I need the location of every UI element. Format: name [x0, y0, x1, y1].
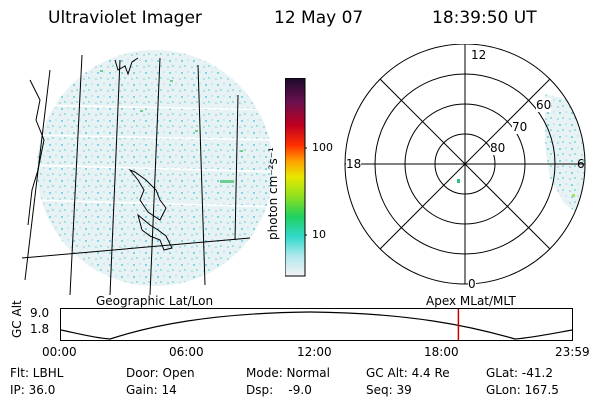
lonlat-grid: [21, 54, 251, 296]
time-label: 18:39:50 UT: [432, 8, 537, 28]
apex-caption: Apex MLat/MLT: [426, 294, 516, 308]
colorbar-unit-label: photon cm⁻²s⁻¹: [266, 147, 280, 240]
polar-ring-80: 80: [490, 141, 506, 155]
info-dsp: Dsp: -9.0: [246, 383, 312, 397]
instrument-title: Ultraviolet Imager: [48, 8, 202, 28]
colorbar-tick-100: 100: [312, 141, 333, 154]
polar-label-12: 12: [470, 48, 488, 62]
timeline-xtick-1800: 18:00: [424, 345, 459, 359]
polar-label-6: 6: [577, 157, 585, 171]
timeline-ylabel: GC Alt: [10, 300, 24, 338]
timeline-xtick-0000: 00:00: [42, 345, 77, 359]
geographic-caption: Geographic Lat/Lon: [96, 294, 214, 308]
timeline-ytick-9: 9.0: [30, 306, 50, 320]
info-glat: GLat: -41.2: [486, 366, 553, 380]
polar-ring-70: 70: [512, 120, 528, 134]
uv-emission-disk: [37, 50, 273, 286]
polar-grid: [344, 44, 586, 285]
info-gcalt: GC Alt: 4.4 Re: [366, 366, 450, 380]
polar-label-18: 18: [346, 157, 362, 171]
info-door: Door: Open: [126, 366, 195, 380]
info-glon: GLon: 167.5: [486, 383, 559, 397]
coastline: [27, 57, 173, 251]
info-seq: Seq: 39: [366, 383, 412, 397]
colorbar-tick-10: 10: [312, 228, 326, 241]
altitude-timeline: [60, 308, 573, 341]
info-gain: Gain: 14: [126, 383, 177, 397]
polar-ring-60: 60: [536, 98, 552, 112]
colorbar: [285, 78, 307, 277]
altitude-curve: [60, 311, 573, 340]
info-flt: Flt: LBHL: [10, 366, 64, 380]
date-label: 12 May 07: [274, 8, 364, 28]
timeline-xtick-2359: 23:59: [555, 345, 590, 359]
timeline-xtick-0600: 06:00: [169, 345, 204, 359]
polar-label-0: 0: [468, 277, 476, 291]
timeline-xtick-1200: 12:00: [297, 345, 332, 359]
polar-plot: [344, 44, 586, 285]
timeline-ytick-1.8: 1.8: [30, 322, 50, 336]
info-ip: IP: 36.0: [10, 383, 56, 397]
geographic-map: [21, 50, 273, 296]
info-mode: Mode: Normal: [246, 366, 330, 380]
